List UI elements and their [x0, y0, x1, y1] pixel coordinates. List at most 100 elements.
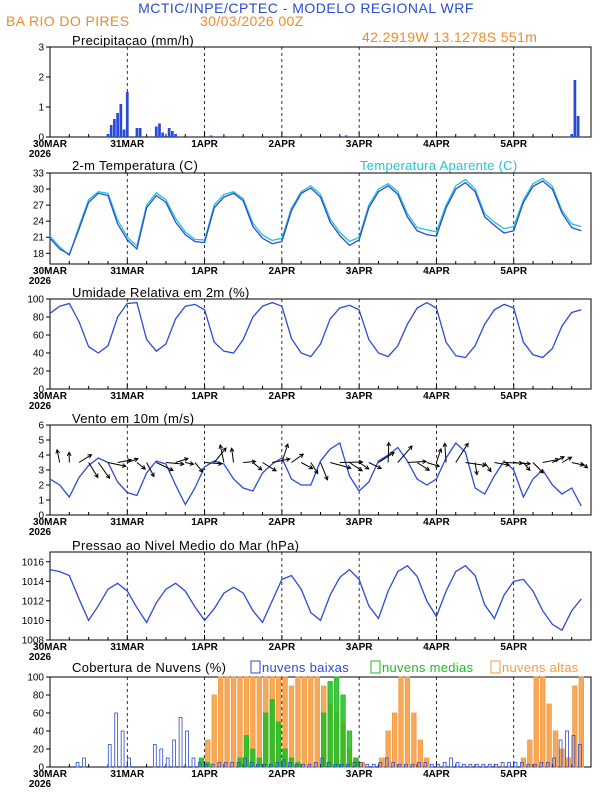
cloud-bar-low	[165, 757, 170, 768]
cloud-bar-high	[230, 676, 237, 768]
cloud-bar-high	[288, 685, 295, 768]
rh-xlabel: 3APR	[346, 391, 373, 402]
wind-arrow-head	[105, 474, 111, 480]
wind-xlabel: 31MAR	[110, 517, 145, 528]
cloud-bar-mid	[346, 730, 353, 768]
cloud-bar-low	[127, 757, 131, 768]
precip-xlabel: 5APR	[500, 139, 527, 150]
cloud-bar-low	[500, 762, 505, 768]
cloud-bar-low	[436, 763, 441, 768]
wind-arrow	[358, 462, 370, 470]
wind-arrow-head	[141, 465, 147, 470]
cloud-bar-low	[410, 763, 415, 768]
clouds-xlabel: 31MAR	[110, 769, 145, 780]
cloud-bar-low	[262, 763, 267, 768]
cloud-bar-low	[565, 730, 569, 768]
wind-arrow	[175, 457, 189, 463]
legend-high-swatch	[490, 660, 501, 674]
precip-bar	[174, 134, 177, 137]
wind-arrow-head	[94, 473, 99, 479]
wind-arrow	[117, 459, 132, 463]
wind-ytick-label: 5	[38, 436, 44, 447]
wind-arrow-head	[121, 463, 127, 468]
temp-frame	[49, 172, 592, 265]
cloud-bar-low	[423, 762, 428, 768]
precip-ytick-label: 3	[38, 43, 44, 54]
wind-arrow-head	[66, 451, 72, 457]
wind-arrow-head	[222, 447, 227, 453]
temp-legend-apparent: Temperatura Aparente (C)	[360, 158, 518, 173]
rh-xlabel: 4APR	[423, 391, 450, 402]
precip-xlabel: 3APR	[346, 139, 373, 150]
wind-xlabel: 4APR	[423, 517, 450, 528]
slp-ytick-label: 1014	[22, 577, 45, 588]
precip-bar	[209, 135, 213, 137]
precip-bar	[116, 113, 119, 137]
precip-bar	[154, 126, 158, 137]
wind-arrow	[243, 460, 256, 463]
wind-arrow	[136, 462, 146, 470]
wind-arrow	[219, 444, 225, 463]
humidity-panel: Umidade Relativa em 2m (%) 0 20 40 60 80 100 3…	[27, 285, 592, 412]
wind-arrow-head	[526, 461, 532, 466]
wind-arrow	[300, 462, 313, 470]
wind-arrow	[156, 462, 174, 471]
rh-ytick-label: 60	[33, 331, 45, 342]
wind-arrow-head	[346, 464, 352, 470]
precip-bar	[161, 132, 165, 137]
wind-arrow	[494, 462, 510, 466]
cloud-bar-low	[371, 763, 376, 768]
slp-xlabel: 1APR	[191, 642, 218, 653]
cloud-bar-low	[178, 717, 183, 768]
wind-arrow-head	[422, 459, 428, 464]
rh-xlabel-first: 30MAR	[33, 391, 68, 402]
wind-arrow	[426, 462, 440, 467]
slp-title: Pressao ao Nivel Medio do Mar (hPa)	[72, 538, 299, 553]
slp-frame	[49, 551, 592, 641]
wind-ytick-label: 0	[38, 511, 44, 522]
precip-bar	[158, 123, 161, 137]
temp-xlabel: 5APR	[500, 266, 527, 277]
cloud-bar-low	[230, 762, 234, 768]
wind-arrow	[581, 462, 588, 469]
wind-arrow-head	[583, 463, 589, 469]
clouds-xlabel: 4APR	[423, 769, 450, 780]
precip-title: Precipitacao (mm/h)	[72, 33, 194, 48]
cloud-bar-high	[404, 676, 411, 768]
cloud-bar-low	[185, 730, 189, 768]
precip-bar	[109, 125, 113, 137]
wind-xlabel: 1APR	[191, 517, 218, 528]
cloud-bar-low	[313, 762, 318, 768]
precip-bar	[135, 128, 139, 137]
temp-xlabel: 1APR	[191, 266, 218, 277]
wind-arrow-head	[257, 466, 263, 471]
wind-arrow-head	[218, 443, 224, 449]
cloud-bar-low	[268, 763, 273, 768]
wind-arrow-head	[525, 466, 531, 472]
wind-arrow	[330, 462, 351, 469]
cloud-bar-high	[301, 676, 308, 768]
wind-arrow-head	[464, 442, 469, 448]
wind-xlabel: 2APR	[269, 517, 296, 528]
wind-arrow	[231, 448, 235, 463]
wind-arrow-head	[386, 441, 392, 447]
cloud-bar-low	[114, 712, 119, 768]
header-location: BA RIO DO PIRES	[6, 13, 129, 29]
wind-frame	[49, 424, 592, 516]
legend-high-label: nuvens altas	[502, 660, 579, 675]
cloud-bar-low	[404, 763, 408, 768]
cloud-bar-high	[314, 676, 320, 768]
wind-arrow	[252, 462, 263, 471]
cloud-bar-low	[107, 744, 112, 768]
wind-arrow-head	[364, 465, 370, 470]
cloud-bar-low	[301, 763, 305, 768]
cloud-bar-mid	[327, 681, 333, 768]
cloud-bar-high	[391, 712, 398, 768]
cloud-bar-low	[507, 762, 511, 768]
cloud-bar-low	[487, 763, 492, 768]
cloud-bar-low	[397, 763, 402, 768]
humidity-line	[49, 301, 582, 359]
wind-arrow	[127, 458, 139, 463]
temp-title: 2-m Temperatura (C)	[72, 158, 198, 173]
temp-ytick-label: 27	[33, 201, 45, 212]
